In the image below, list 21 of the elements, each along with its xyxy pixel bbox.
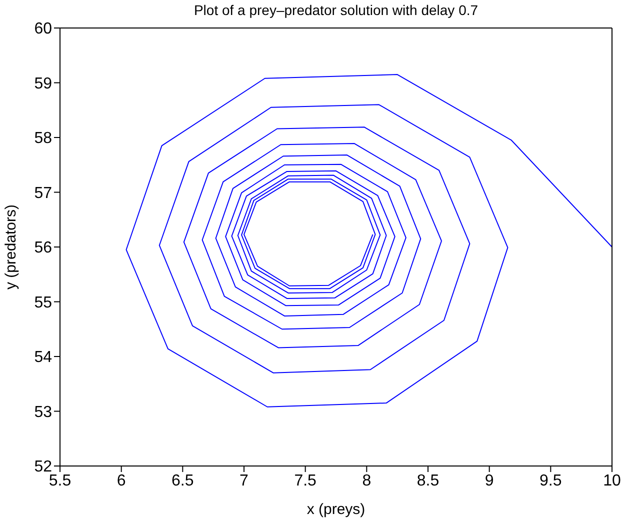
y-tick-label: 58 [34, 130, 52, 148]
y-tick-label: 54 [34, 349, 52, 366]
x-tick-label: 9 [484, 472, 494, 490]
x-tick-label: 9.5 [540, 472, 562, 490]
y-tick-label: 59 [34, 75, 52, 92]
x-axis-title: x (preys) [306, 501, 366, 518]
y-tick-label: 56 [34, 240, 52, 257]
y-tick-label: 55 [34, 294, 52, 312]
y-tick-label: 57 [34, 184, 52, 202]
x-tick-label: 6.5 [172, 472, 194, 490]
chart-title: Plot of a prey–predator solution with delay 0.7 [192, 2, 480, 18]
x-tick-label: 7 [240, 472, 249, 490]
y-axis-title: y (predators) [2, 204, 20, 290]
y-tick-label: 60 [34, 20, 52, 38]
x-tick-label: 6 [116, 472, 126, 490]
line-series [126, 74, 612, 408]
x-tick-label: 8.5 [416, 472, 440, 490]
x-tick-label: 8 [362, 472, 372, 490]
x-tick-label: 10 [603, 472, 621, 490]
x-tick-label: 7.5 [294, 472, 317, 490]
y-tick-label: 53 [34, 404, 52, 421]
